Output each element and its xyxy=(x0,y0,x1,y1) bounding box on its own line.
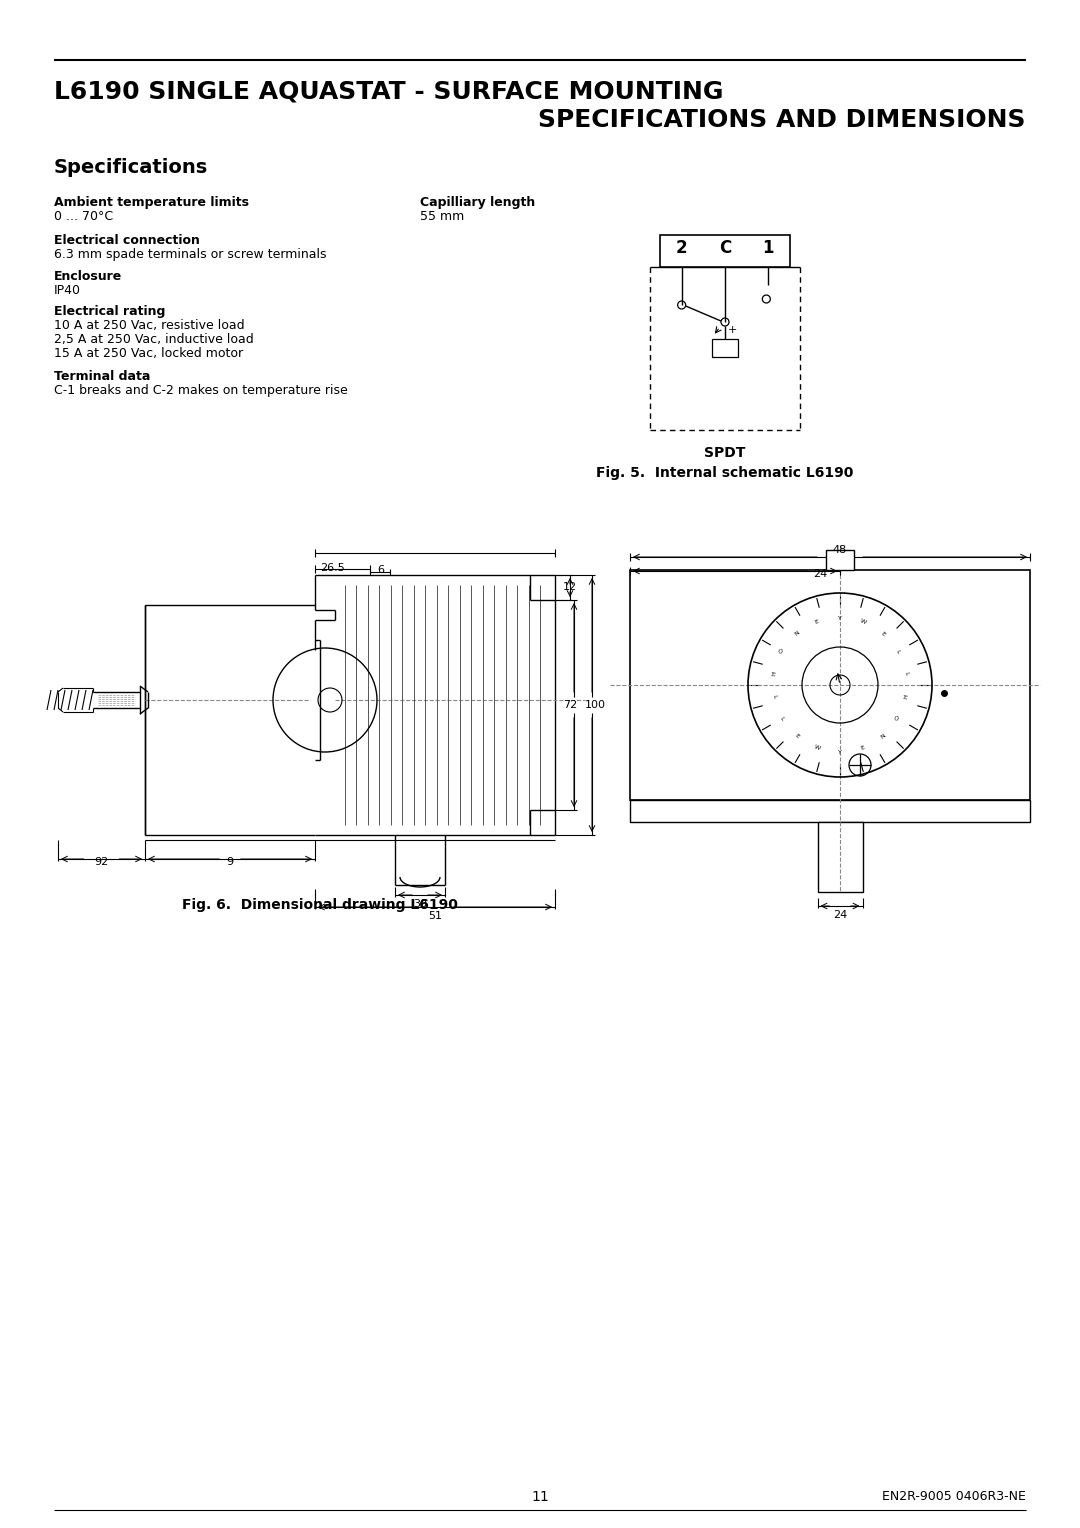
Text: N: N xyxy=(879,733,887,740)
Bar xyxy=(660,235,789,267)
Text: W: W xyxy=(813,744,821,752)
Text: 11: 11 xyxy=(531,1490,549,1504)
Text: L: L xyxy=(779,715,785,721)
Text: Specifications: Specifications xyxy=(54,157,208,177)
Text: 6: 6 xyxy=(377,565,384,575)
Text: N: N xyxy=(794,630,800,637)
Text: L6190 SINGLE AQUASTAT - SURFACE MOUNTING: L6190 SINGLE AQUASTAT - SURFACE MOUNTING xyxy=(54,79,724,104)
Text: 55 mm: 55 mm xyxy=(420,209,464,223)
Text: 72: 72 xyxy=(563,700,577,711)
Text: 24: 24 xyxy=(813,568,827,579)
Text: 6.3 mm spade terminals or screw terminals: 6.3 mm spade terminals or screw terminal… xyxy=(54,248,326,261)
Text: 2,5 A at 250 Vac, inductive load: 2,5 A at 250 Vac, inductive load xyxy=(54,333,254,345)
Text: Enclosure: Enclosure xyxy=(54,270,122,283)
Text: H: H xyxy=(771,671,777,675)
Text: IP40: IP40 xyxy=(54,284,81,296)
Text: Electrical connection: Electrical connection xyxy=(54,234,200,248)
Bar xyxy=(630,570,1030,801)
Text: C: C xyxy=(719,238,731,257)
Text: +: + xyxy=(728,325,738,335)
Text: Ambient temperature limits: Ambient temperature limits xyxy=(54,196,249,209)
Text: 30: 30 xyxy=(413,898,427,909)
Text: Y: Y xyxy=(838,616,842,620)
Text: 24: 24 xyxy=(833,911,847,920)
Text: Y: Y xyxy=(838,750,842,755)
Text: EN2R-9005 0406R3-NE: EN2R-9005 0406R3-NE xyxy=(882,1490,1026,1504)
Bar xyxy=(818,822,863,892)
Text: 1: 1 xyxy=(762,238,774,257)
Text: 48: 48 xyxy=(833,545,847,555)
Text: L: L xyxy=(903,671,908,675)
Text: 10 A at 250 Vac, resistive load: 10 A at 250 Vac, resistive load xyxy=(54,319,245,332)
Text: L: L xyxy=(771,695,777,698)
Text: 2: 2 xyxy=(676,238,688,257)
Text: E: E xyxy=(794,733,800,740)
Bar xyxy=(630,801,1030,822)
Text: O: O xyxy=(894,715,902,721)
Bar xyxy=(826,550,854,570)
Text: E: E xyxy=(814,619,820,625)
Text: Fig. 6.  Dimensional drawing L6190: Fig. 6. Dimensional drawing L6190 xyxy=(183,898,458,912)
Text: Terminal data: Terminal data xyxy=(54,370,150,384)
Text: L: L xyxy=(895,649,901,654)
Text: W: W xyxy=(860,619,866,625)
Text: O: O xyxy=(779,648,785,656)
Text: 51: 51 xyxy=(428,911,442,921)
Text: 9: 9 xyxy=(227,857,233,866)
Text: 15 A at 250 Vac, locked motor: 15 A at 250 Vac, locked motor xyxy=(54,347,243,361)
Text: 100: 100 xyxy=(585,700,606,711)
Text: E: E xyxy=(880,631,887,637)
Text: H: H xyxy=(903,694,909,700)
Text: SPDT: SPDT xyxy=(704,446,745,460)
Text: 26.5: 26.5 xyxy=(320,562,345,573)
Text: 0 ... 70°C: 0 ... 70°C xyxy=(54,209,113,223)
Text: C-1 breaks and C-2 makes on temperature rise: C-1 breaks and C-2 makes on temperature … xyxy=(54,384,348,397)
Text: SPECIFICATIONS AND DIMENSIONS: SPECIFICATIONS AND DIMENSIONS xyxy=(539,108,1026,131)
Text: 92: 92 xyxy=(94,857,109,866)
Text: Capilliary length: Capilliary length xyxy=(420,196,536,209)
Text: 12: 12 xyxy=(563,582,577,591)
Bar xyxy=(712,339,738,358)
Text: E: E xyxy=(861,746,865,750)
Text: Fig. 5.  Internal schematic L6190: Fig. 5. Internal schematic L6190 xyxy=(596,466,853,480)
Text: Electrical rating: Electrical rating xyxy=(54,306,165,318)
